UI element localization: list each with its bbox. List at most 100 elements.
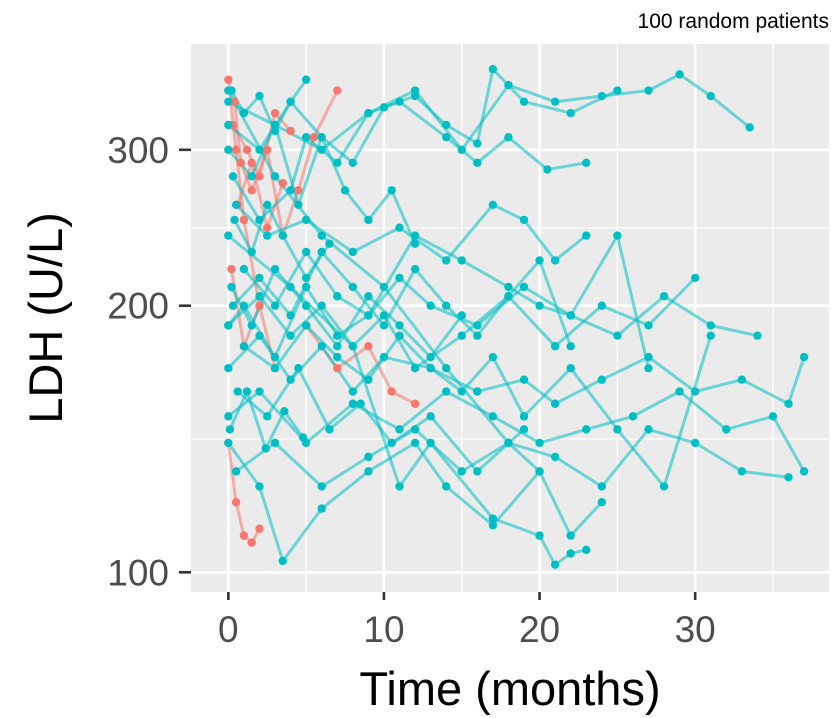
data-point xyxy=(333,364,342,373)
data-point xyxy=(613,425,622,434)
data-point xyxy=(286,282,295,292)
data-point xyxy=(690,387,700,396)
data-point xyxy=(255,292,264,301)
data-point xyxy=(675,387,684,396)
data-point xyxy=(286,97,295,106)
data-point xyxy=(426,438,435,448)
data-point xyxy=(364,311,373,320)
x-tick-label: 30 xyxy=(675,609,716,650)
data-point xyxy=(270,352,280,362)
data-point xyxy=(231,200,241,210)
data-point xyxy=(317,301,326,310)
chart-subtitle: 100 random patients xyxy=(638,10,829,33)
data-point xyxy=(379,282,389,292)
data-point xyxy=(442,256,451,265)
data-point xyxy=(270,364,280,373)
data-point xyxy=(239,108,249,118)
data-point xyxy=(255,145,264,154)
data-point xyxy=(247,321,256,330)
data-point xyxy=(317,145,326,154)
series-line xyxy=(243,323,713,488)
data-point xyxy=(294,186,303,195)
data-point xyxy=(706,91,715,101)
data-point xyxy=(255,482,264,491)
data-point xyxy=(410,231,420,240)
data-point xyxy=(286,186,295,195)
data-point xyxy=(325,425,334,434)
data-point xyxy=(278,556,288,566)
data-point xyxy=(457,467,466,476)
data-point xyxy=(784,399,793,408)
data-point xyxy=(644,352,653,362)
data-point xyxy=(239,264,249,274)
axes: 0 10 20 30 100 200 300 xyxy=(107,130,715,650)
data-point xyxy=(364,375,373,384)
data-point xyxy=(387,186,396,195)
series-points xyxy=(224,64,809,569)
data-point xyxy=(799,352,809,362)
data-point xyxy=(348,387,358,396)
data-point xyxy=(644,364,653,373)
data-point xyxy=(737,375,747,384)
data-point xyxy=(519,97,529,106)
data-point xyxy=(255,524,264,533)
data-point xyxy=(230,215,239,225)
data-point xyxy=(550,342,560,351)
data-point xyxy=(333,158,342,168)
series-line xyxy=(230,78,308,133)
data-point xyxy=(224,321,233,330)
data-point xyxy=(301,301,311,310)
data-point xyxy=(504,292,513,301)
data-point xyxy=(799,467,809,476)
data-point xyxy=(278,231,288,240)
data-point xyxy=(628,412,638,421)
data-point xyxy=(301,273,311,283)
data-point xyxy=(228,301,238,310)
data-point xyxy=(457,331,466,340)
data-point xyxy=(270,264,280,274)
data-point xyxy=(317,132,326,142)
data-point xyxy=(255,301,264,310)
data-point xyxy=(784,473,793,482)
data-point xyxy=(270,108,280,118)
series-line xyxy=(227,390,806,473)
data-point xyxy=(706,331,715,340)
data-point xyxy=(247,158,256,168)
data-point xyxy=(317,504,326,513)
data-point xyxy=(280,407,289,416)
data-point xyxy=(286,375,295,384)
data-point xyxy=(227,264,236,274)
data-point xyxy=(364,108,373,118)
data-point xyxy=(543,165,552,174)
x-tick-label: 0 xyxy=(218,609,239,650)
x-axis-title: Time (months) xyxy=(359,662,660,715)
data-point xyxy=(395,321,404,330)
data-point xyxy=(504,80,513,90)
data-point xyxy=(442,120,451,130)
data-point xyxy=(255,91,264,101)
data-point xyxy=(737,467,747,476)
data-point xyxy=(356,399,365,408)
data-point xyxy=(519,282,529,292)
data-point xyxy=(395,223,404,232)
data-point xyxy=(488,352,498,362)
data-point xyxy=(255,273,264,283)
data-point xyxy=(387,387,396,396)
data-point xyxy=(644,425,653,434)
data-point xyxy=(550,560,560,569)
series-line xyxy=(226,79,261,306)
data-point xyxy=(519,412,529,421)
data-point xyxy=(301,321,311,330)
data-point xyxy=(597,375,607,384)
data-point xyxy=(550,452,560,462)
data-point xyxy=(348,342,358,351)
data-point xyxy=(239,342,249,351)
data-point xyxy=(298,433,308,442)
y-tick-label: 200 xyxy=(107,286,169,327)
data-point xyxy=(231,467,241,476)
data-point xyxy=(263,231,272,240)
data-point xyxy=(395,331,404,340)
series-line xyxy=(233,203,331,280)
data-point xyxy=(613,86,622,95)
